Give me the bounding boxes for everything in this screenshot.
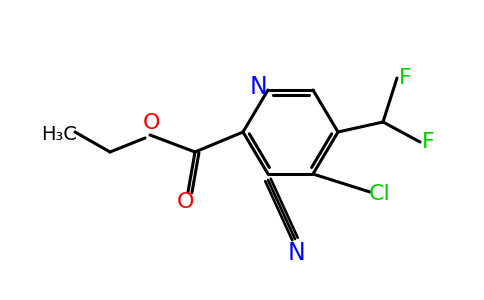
- Text: F: F: [399, 68, 411, 88]
- Text: N: N: [288, 241, 306, 265]
- Text: N: N: [249, 75, 267, 99]
- Text: O: O: [143, 113, 161, 133]
- Text: H₃C: H₃C: [41, 124, 77, 143]
- Text: F: F: [422, 132, 434, 152]
- Text: O: O: [176, 192, 194, 212]
- Text: Cl: Cl: [369, 184, 391, 204]
